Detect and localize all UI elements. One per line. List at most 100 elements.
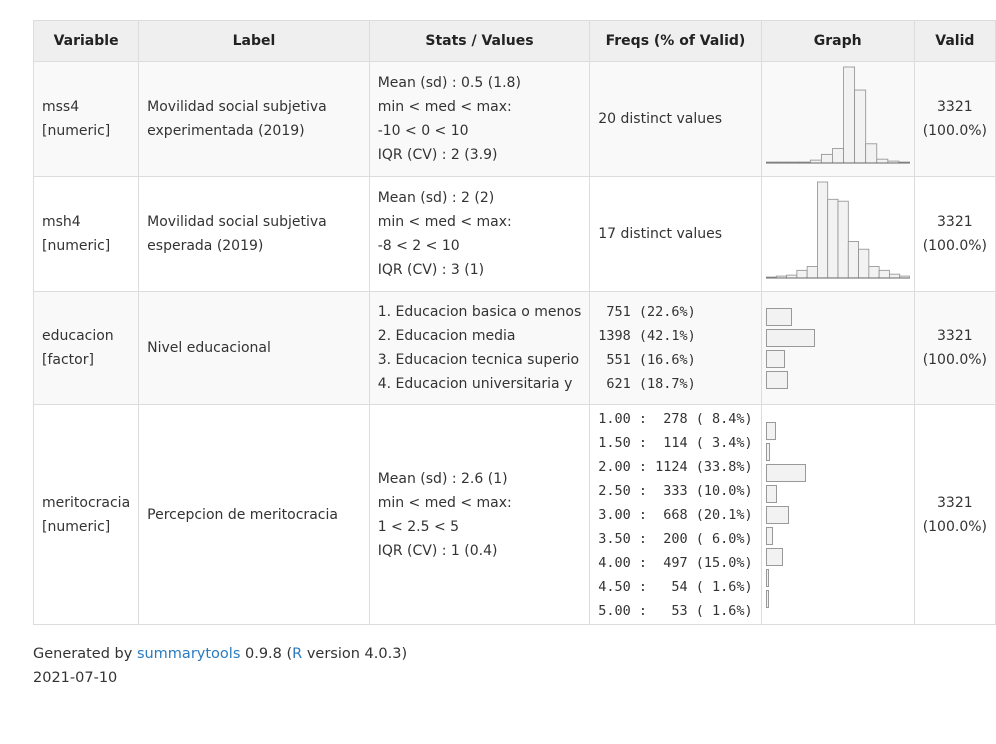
graph-cell: [760, 61, 915, 177]
graph-cell: [760, 176, 915, 292]
histogram-bar: [837, 200, 849, 279]
valid-percent: (100.0%): [922, 352, 987, 368]
freq-line: 551 (16.6%): [598, 352, 696, 368]
frequency-bar: [765, 526, 773, 545]
bars-meritocracia: [765, 421, 910, 608]
histogram-bar: [857, 248, 869, 279]
header-label: Label: [138, 20, 370, 62]
variable-name: educacion: [42, 328, 114, 344]
summary-table: Variable Label Stats / Values Freqs (% o…: [32, 20, 996, 625]
histogram-msh4: [765, 181, 911, 279]
stats-line: 1 < 2.5 < 5: [377, 518, 460, 535]
stats-line: -8 < 2 < 10: [377, 238, 460, 254]
freqs-cell: 751 (22.6%) 1398 (42.1%) 551 (16.6%) 621…: [589, 291, 762, 405]
freq-line: 751 (22.6%): [598, 304, 696, 320]
freq-line: 1.00 : 278 ( 8.4%): [598, 410, 753, 427]
histogram-bar: [842, 66, 855, 164]
valid-count: 3321: [937, 214, 973, 230]
valid-percent: (100.0%): [922, 238, 987, 254]
footer: Generated by summarytools 0.9.8 (R versi…: [33, 642, 407, 690]
variable-cell: mss4 [numeric]: [32, 61, 140, 177]
variable-type: [numeric]: [42, 238, 111, 254]
table-row: msh4 [numeric] Movilidad social subjetiv…: [32, 176, 996, 292]
variable-cell: educacion [factor]: [32, 291, 140, 405]
header-freqs: Freqs (% of Valid): [589, 20, 762, 62]
label-cell: Movilidad social subjetiva experimentada…: [138, 61, 370, 177]
frequency-bar: [765, 421, 776, 440]
category-line: 1. Educacion basica o menos: [377, 304, 582, 320]
frequency-bar: [765, 328, 816, 347]
summarytools-link[interactable]: summarytools: [136, 646, 241, 662]
r-link[interactable]: R: [292, 646, 303, 662]
histogram-bar: [806, 266, 818, 279]
freq-line: 621 (18.7%): [598, 376, 696, 392]
freq-line: 1398 (42.1%): [598, 328, 696, 344]
histogram-bar: [878, 269, 890, 279]
variable-type: [numeric]: [42, 518, 111, 535]
histogram-bar: [816, 181, 828, 279]
freq-line: 1.50 : 114 ( 3.4%): [598, 434, 753, 451]
summary-table-container: Variable Label Stats / Values Freqs (% o…: [32, 20, 996, 625]
stats-line: Mean (sd) : 2.6 (1): [377, 470, 508, 487]
frequency-bar: [765, 547, 784, 566]
freq-line: 5.00 : 53 ( 1.6%): [598, 602, 753, 619]
freq-line: 2.50 : 333 (10.0%): [598, 482, 753, 499]
histogram-bar: [826, 198, 839, 279]
stats-line: -10 < 0 < 10: [377, 123, 469, 139]
valid-count: 3321: [937, 328, 973, 344]
variable-cell: meritocracia [numeric]: [32, 404, 140, 625]
freq-line: 3.00 : 668 (20.1%): [598, 506, 753, 523]
stats-line: IQR (CV) : 3 (1): [377, 262, 485, 278]
freqs-cell: 17 distinct values: [589, 176, 762, 292]
label-cell: Nivel educacional: [138, 291, 370, 405]
histogram-bar: [847, 241, 859, 279]
graph-cell: [760, 404, 915, 625]
valid-cell: 3321 (100.0%): [913, 61, 996, 177]
r-version-text: version 4.0.3): [306, 646, 408, 662]
freq-line: 4.00 : 497 (15.0%): [598, 554, 753, 571]
table-row: educacion [factor] Nivel educacional 1. …: [32, 291, 996, 405]
frequency-bar: [765, 349, 786, 368]
tool-version-text: 0.9.8 (: [244, 646, 293, 662]
histogram-bar: [796, 269, 808, 279]
stats-cell: Mean (sd) : 2 (2) min < med < max: -8 < …: [368, 176, 591, 292]
frequency-bar: [765, 484, 778, 503]
stats-line: IQR (CV) : 1 (0.4): [377, 542, 498, 559]
variable-cell: msh4 [numeric]: [32, 176, 140, 292]
histogram-bar: [868, 266, 880, 279]
header-row: Variable Label Stats / Values Freqs (% o…: [32, 20, 996, 62]
stats-line: Mean (sd) : 2 (2): [377, 190, 495, 206]
frequency-bar: [765, 505, 790, 524]
frequency-bar: [765, 442, 770, 461]
stats-line: min < med < max:: [377, 494, 512, 511]
valid-percent: (100.0%): [922, 123, 987, 139]
category-line: 2. Educacion media: [377, 328, 516, 344]
frequency-bar: [765, 589, 769, 608]
freq-line: 4.50 : 54 ( 1.6%): [598, 578, 753, 595]
valid-cell: 3321 (100.0%): [913, 291, 996, 405]
header-variable: Variable: [32, 20, 140, 62]
header-stats: Stats / Values: [368, 20, 591, 62]
valid-cell: 3321 (100.0%): [913, 176, 996, 292]
stats-cell: Mean (sd) : 0.5 (1.8) min < med < max: -…: [368, 61, 591, 177]
label-cell: Percepcion de meritocracia: [138, 404, 370, 625]
stats-line: min < med < max:: [377, 214, 512, 230]
graph-cell: [760, 291, 915, 405]
frequency-bar: [765, 568, 769, 587]
histogram-bar: [820, 153, 833, 164]
freqs-cell: 1.00 : 278 ( 8.4%) 1.50 : 114 ( 3.4%) 2.…: [589, 404, 762, 625]
stats-line: min < med < max:: [377, 99, 512, 115]
generated-date: 2021-07-10: [33, 670, 118, 686]
stats-line: IQR (CV) : 2 (3.9): [377, 147, 498, 163]
bars-educacion: [765, 307, 910, 389]
frequency-bar: [765, 370, 788, 389]
histogram-bar: [876, 158, 888, 164]
histogram-mss4: [765, 66, 911, 164]
variable-type: [factor]: [42, 352, 94, 368]
valid-count: 3321: [937, 494, 973, 511]
valid-count: 3321: [937, 99, 973, 115]
header-graph: Graph: [760, 20, 915, 62]
valid-percent: (100.0%): [922, 518, 987, 535]
stats-cell: Mean (sd) : 2.6 (1) min < med < max: 1 <…: [368, 404, 591, 625]
freqs-cell: 20 distinct values: [589, 61, 762, 177]
